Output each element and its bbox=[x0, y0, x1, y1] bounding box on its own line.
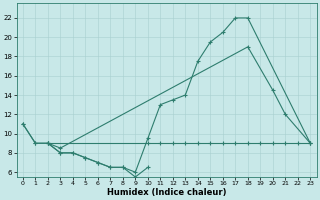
X-axis label: Humidex (Indice chaleur): Humidex (Indice chaleur) bbox=[107, 188, 226, 197]
